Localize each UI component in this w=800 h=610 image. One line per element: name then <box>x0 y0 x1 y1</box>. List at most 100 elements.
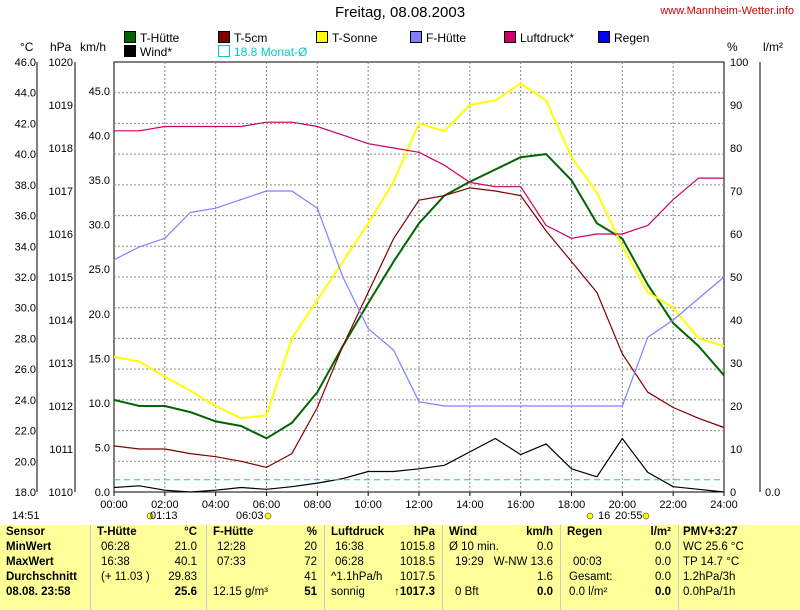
y-tick-label-percent: 90 <box>730 100 742 112</box>
x-tick-label: 10:00 <box>354 499 382 511</box>
cell: 00:03 <box>573 556 602 568</box>
series-line-luftdruck <box>114 121 724 239</box>
marker-bar: 14:51 01:13 06:03 16 20:55 <box>0 510 800 524</box>
cell: 51 <box>304 586 317 598</box>
cell: 0.0 <box>655 556 671 568</box>
site-link[interactable]: www.Mannheim-Wetter.info <box>660 5 794 17</box>
x-tick-label: 04:00 <box>202 499 230 511</box>
series-line-t-h-tte <box>113 153 725 440</box>
y-tick-label-kmh: 40.0 <box>89 131 110 143</box>
marker-t2: 06:03 <box>236 510 264 522</box>
cell: 0.0 l/m² <box>569 586 608 598</box>
series-line-t-5cm <box>113 187 725 468</box>
row-label: 08.08. 23:58 <box>6 586 71 598</box>
col-unit: hPa <box>413 526 435 538</box>
cell: 1.6 <box>537 571 553 583</box>
col-unit: km/h <box>526 526 553 538</box>
y-tick-label-celsius: 38.0 <box>15 180 36 192</box>
y-tick-label-celsius: 34.0 <box>15 241 36 253</box>
cell: 12.15 g/m³ <box>213 586 268 598</box>
col-head: F-Hütte <box>213 526 254 538</box>
y-tick-label-kmh: 25.0 <box>89 264 110 276</box>
legend-swatch <box>218 31 230 43</box>
cell: 16:38 <box>335 541 364 553</box>
cell: 1015.8 <box>399 541 435 553</box>
y-tick-label-percent: 0 <box>730 487 736 499</box>
cell: 0.0 <box>537 586 553 598</box>
extreme-marker <box>642 512 650 520</box>
weather-chart: 00:00 02:00 04:00 06:00 08:00 10:00 12:00 14:00… <box>15 57 780 520</box>
y-tick-label-kmh: 30.0 <box>89 220 110 232</box>
col-head: Regen <box>567 526 603 538</box>
y-tick-label-celsius: 44.0 <box>15 88 36 100</box>
x-tick-label: 18:00 <box>558 499 586 511</box>
legend-swatch <box>316 31 328 43</box>
legend-item-wind: Wind* <box>124 45 172 59</box>
y-tick-label-hpa: 1011 <box>49 444 73 456</box>
y-tick-label-hpa: 1015 <box>49 272 73 284</box>
legend-swatch <box>410 31 422 43</box>
y-tick-label-percent: 60 <box>730 229 742 241</box>
y-tick-label-hpa: 1017 <box>49 186 73 198</box>
y-tick-label-celsius: 22.0 <box>15 426 36 438</box>
cell: Gesamt: <box>569 571 613 583</box>
sensor-head: Sensor <box>6 526 45 538</box>
legend-swatch <box>218 45 230 57</box>
x-tick-label: 02:00 <box>151 499 179 511</box>
y-tick-label-kmh: 5.0 <box>95 442 110 454</box>
legend-swatch <box>504 31 516 43</box>
col-luftdruck: Luftdruck hPa 16:38 1015.8 06:28 1018.5 ^1.… <box>324 525 441 610</box>
x-tick-label: 06:00 <box>253 499 281 511</box>
col-t-huette: T-Hütte °C 06:28 21.0 16:38 40.1 (+ 11.03 )… <box>90 525 203 610</box>
y-tick-label-kmh: 35.0 <box>89 175 110 187</box>
y-tick-label-percent: 40 <box>730 315 742 327</box>
summary-table: Sensor MinWert MaxWert Durchschnitt 08.0… <box>0 525 800 610</box>
y-tick-label-celsius: 32.0 <box>15 272 36 284</box>
row-label: Durchschnitt <box>6 571 77 583</box>
y-tick-label-celsius: 46.0 <box>15 57 36 69</box>
col-head: Wind <box>449 526 477 538</box>
cell: 0.0 <box>655 541 671 553</box>
y-tick-label-percent: 70 <box>730 186 742 198</box>
y-tick-label-hpa: 1012 <box>49 401 73 413</box>
marker-left-time: 14:51 <box>12 510 40 522</box>
marker-t3: 16 <box>598 510 611 522</box>
series-line-f-h-tte <box>113 190 725 407</box>
y-tick-label-percent: 50 <box>730 272 742 284</box>
col-unit: l/m² <box>650 526 671 538</box>
y-tick-label-hpa: 1013 <box>49 358 73 370</box>
extreme-marker <box>146 512 154 520</box>
cell: 19:29 <box>455 556 484 568</box>
cell: ^1.1hPa/h <box>331 571 383 583</box>
y-tick-label-celsius: 30.0 <box>15 303 36 315</box>
unit-kmh: km/h <box>80 40 107 54</box>
legend-item-t-5cm: T-5cm <box>218 31 267 45</box>
row-label: MinWert <box>6 541 52 553</box>
legend-swatch <box>124 45 136 57</box>
cell: 0 Bft <box>455 586 479 598</box>
row-label: MaxWert <box>6 556 54 568</box>
cell: 1.2hPa/3h <box>683 571 736 583</box>
chart-title: Freitag, 08.08.2003 <box>334 4 466 21</box>
cell: Ø 10 min. <box>449 541 499 553</box>
x-tick-label: 24:00 <box>710 499 738 511</box>
y-tick-label-celsius: 18.0 <box>15 487 36 499</box>
col-head: PMV+3:27 <box>683 526 738 538</box>
cell: 0.0 <box>537 541 553 553</box>
legend-swatch <box>598 31 610 43</box>
legend-item-monat-avg: 18.8 Monat-Ø <box>218 45 307 59</box>
col-pmv: PMV+3:27 WC 25.6 °C TP 14.7 °C 1.2hPa/3h… <box>678 525 800 610</box>
cell: ↑1017.3 <box>394 586 435 598</box>
cell: WC 25.6 °C <box>683 541 744 553</box>
y-tick-label-celsius: 20.0 <box>15 456 36 468</box>
cell: 06:28 <box>335 556 364 568</box>
y-tick-label-lm2: 0.0 <box>765 487 780 499</box>
cell: (+ 11.03 ) <box>101 571 150 583</box>
x-tick-label: 12:00 <box>405 499 433 511</box>
x-tick-label: 00:00 <box>100 499 128 511</box>
cell: 72 <box>304 556 317 568</box>
legend-swatch <box>124 31 136 43</box>
col-head: T-Hütte <box>97 526 137 538</box>
y-tick-label-kmh: 10.0 <box>89 398 110 410</box>
y-tick-label-celsius: 28.0 <box>15 333 36 345</box>
